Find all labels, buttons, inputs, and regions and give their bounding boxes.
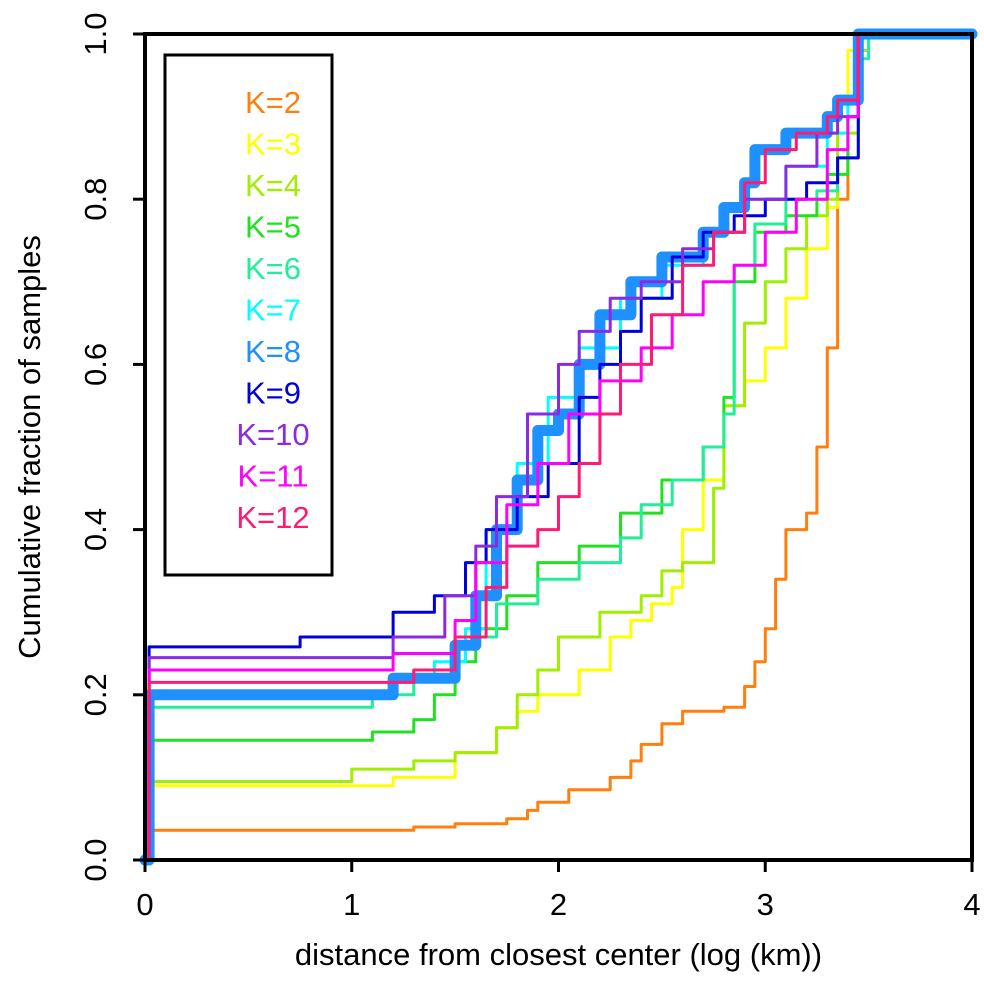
- legend-label: K=8: [245, 334, 301, 369]
- legend-label: K=9: [245, 376, 301, 411]
- x-axis-title: distance from closest center (log (km)): [295, 937, 822, 972]
- legend-label: K=12: [236, 500, 309, 535]
- legend-label: K=3: [245, 127, 301, 162]
- y-tick-label: 0.8: [78, 178, 113, 221]
- legend-label: K=2: [245, 85, 301, 120]
- legend-label: K=6: [245, 251, 301, 286]
- legend-box: [163, 53, 334, 577]
- y-tick-label: 0.2: [78, 673, 113, 716]
- y-tick-label: 0.0: [78, 838, 113, 881]
- y-tick-label: 0.6: [78, 343, 113, 386]
- legend-items: K=2 K=3 K=4 K=5 K=6 K=7 K=8 K=9 K=10 K=11 K=12: [236, 85, 309, 535]
- x-axis: 0 1 2 3 4: [136, 860, 981, 922]
- series-line-k-10: [143, 32, 974, 862]
- legend-label: K=7: [245, 293, 301, 328]
- series-layer: [139, 28, 978, 866]
- y-tick-label: 1.0: [78, 12, 113, 55]
- x-tick-label: 4: [963, 887, 980, 922]
- y-tick-label: 0.4: [78, 508, 113, 551]
- y-axis-title: Cumulative fraction of samples: [12, 235, 47, 659]
- y-axis: 0.0 0.2 0.4 0.6 0.8 1.0: [78, 12, 145, 882]
- series-line-k-12: [143, 32, 974, 862]
- legend-label: K=11: [238, 459, 309, 494]
- legend: K=2 K=3 K=4 K=5 K=6 K=7 K=8 K=9 K=10 K=11 K=12: [163, 53, 334, 577]
- series-line-k-4: [143, 32, 974, 862]
- x-tick-label: 3: [757, 887, 774, 922]
- legend-label: K=5: [245, 210, 301, 245]
- series-line-k-2: [143, 32, 974, 862]
- x-tick-label: 2: [550, 887, 567, 922]
- x-tick-label: 0: [136, 887, 153, 922]
- legend-label: K=4: [245, 168, 301, 203]
- legend-label: K=10: [236, 417, 309, 452]
- x-tick-label: 1: [343, 887, 360, 922]
